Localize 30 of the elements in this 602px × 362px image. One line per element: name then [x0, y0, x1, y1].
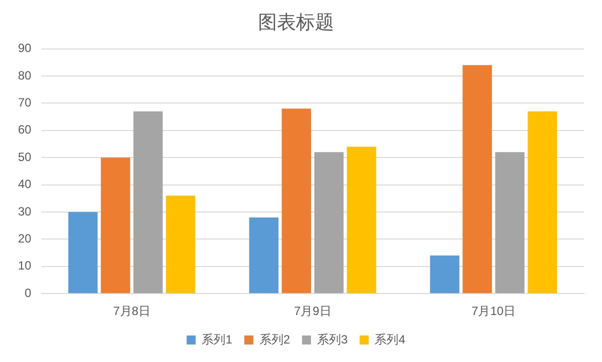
bar	[462, 65, 492, 294]
bar	[68, 212, 98, 294]
bar	[314, 152, 344, 294]
y-tick-label: 50	[18, 150, 32, 164]
bar	[249, 217, 278, 294]
bar	[430, 256, 460, 294]
x-tick-label: 7月8日	[113, 304, 150, 318]
y-tick-label: 0	[24, 286, 32, 300]
bar	[346, 146, 376, 294]
y-tick-label: 40	[18, 177, 32, 192]
y-tick-label: 20	[18, 232, 32, 246]
y-tick-label: 80	[18, 68, 32, 82]
legend-label: 系列2	[259, 332, 290, 346]
bar	[133, 111, 163, 294]
bar	[100, 158, 130, 294]
legend-label: 系列1	[202, 332, 233, 346]
y-tick-label: 60	[18, 122, 32, 137]
x-tick-label: 7月10日	[472, 304, 516, 318]
y-tick-label: 10	[18, 258, 32, 273]
bar	[495, 152, 524, 294]
bar	[166, 196, 196, 294]
legend-label: 系列3	[317, 332, 348, 346]
bar	[282, 108, 312, 294]
y-tick-label: 90	[18, 41, 32, 56]
x-tick-label: 7月9日	[294, 304, 332, 318]
y-tick-label: 70	[18, 96, 32, 110]
legend-label: 系列4	[374, 332, 406, 346]
chart-title: 图表标题	[258, 12, 334, 34]
y-tick-label: 30	[18, 204, 32, 218]
bar	[528, 111, 558, 294]
